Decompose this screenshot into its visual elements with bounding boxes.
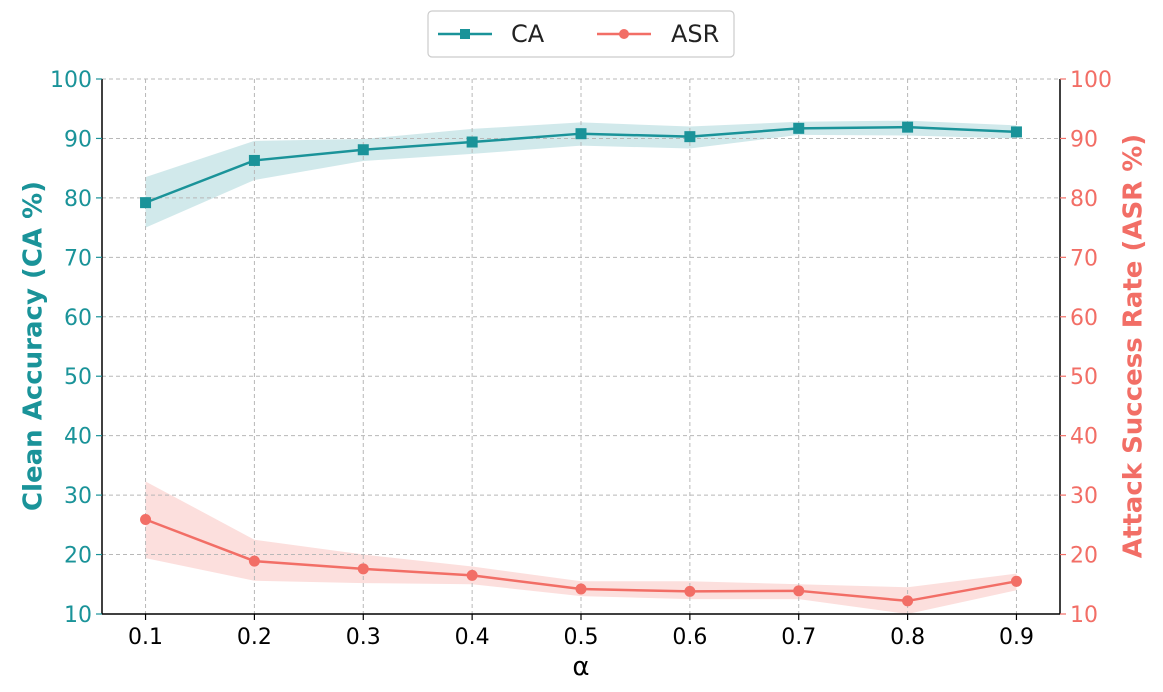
ca-point	[466, 136, 478, 148]
x-tick-label: 0.4	[455, 625, 490, 650]
y-axis-left-title: Clean Accuracy (CA %)	[19, 181, 49, 511]
y-left-tick-label: 50	[64, 365, 92, 390]
asr-point	[793, 585, 805, 597]
y-left-tick-label: 80	[64, 187, 92, 212]
x-tick-label: 0.9	[999, 625, 1034, 650]
ca-point	[793, 122, 805, 134]
asr-point	[902, 595, 914, 607]
y-right-tick-label: 90	[1070, 127, 1098, 152]
y-right-tick-label: 50	[1070, 365, 1098, 390]
ca-point	[1010, 126, 1022, 138]
x-axis-title: α	[572, 652, 589, 682]
ca-point	[575, 128, 587, 140]
series-markers	[140, 121, 1022, 607]
x-tick-label: 0.2	[237, 625, 272, 650]
x-tick-label: 0.8	[890, 625, 925, 650]
y-right-tick-label: 100	[1070, 68, 1112, 93]
y-left-tick-label: 20	[64, 544, 92, 569]
ca-point	[357, 144, 369, 156]
y-left-tick-label: 90	[64, 127, 92, 152]
y-right-tick-label: 70	[1070, 246, 1098, 271]
legend-asr-marker	[619, 29, 629, 39]
y-right-tick-label: 20	[1070, 544, 1098, 569]
y-left-tick-label: 60	[64, 306, 92, 331]
y-right-tick-label: 40	[1070, 425, 1098, 450]
y-right-tick-label: 30	[1070, 484, 1098, 509]
y-left-tick-label: 40	[64, 425, 92, 450]
x-tick-label: 0.5	[564, 625, 599, 650]
asr-point	[357, 563, 369, 575]
asr-point	[575, 583, 587, 595]
y-left-tick-label: 30	[64, 484, 92, 509]
legend[interactable]: CA ASR	[427, 10, 735, 58]
legend-frame	[427, 10, 735, 58]
x-tick-label: 0.7	[781, 625, 816, 650]
ca-point	[248, 154, 260, 166]
axes	[96, 78, 1066, 620]
x-tick-label: 0.3	[346, 625, 381, 650]
ca-point	[140, 197, 152, 209]
asr-point	[466, 569, 478, 581]
y-right-tick-label: 10	[1070, 603, 1098, 628]
asr-point	[140, 513, 152, 525]
x-tick-label: 0.6	[672, 625, 707, 650]
asr-point	[248, 555, 260, 567]
legend-ca-marker	[460, 29, 470, 39]
tick-labels: 0.1 0.2 0.3 0.4 0.5 0.6 0.7 0.8 0.9 10 10 20 20 30 30 4…	[50, 68, 1112, 650]
y-right-tick-label: 80	[1070, 187, 1098, 212]
asr-point	[684, 585, 696, 597]
x-tick-label: 0.1	[128, 625, 163, 650]
legend-asr-label: ASR	[671, 20, 719, 48]
grid	[102, 78, 1060, 615]
y-axis-right-title: Attack Success Rate (ASR %)	[1119, 134, 1149, 558]
y-left-tick-label: 10	[64, 603, 92, 628]
ca-point	[902, 121, 914, 133]
asr-confidence-band	[145, 481, 1017, 614]
ca-point	[684, 131, 696, 143]
asr-point	[1010, 575, 1022, 587]
y-right-tick-label: 60	[1070, 306, 1098, 331]
y-left-tick-label: 100	[50, 68, 92, 93]
y-left-tick-label: 70	[64, 246, 92, 271]
legend-ca-label: CA	[511, 20, 545, 48]
